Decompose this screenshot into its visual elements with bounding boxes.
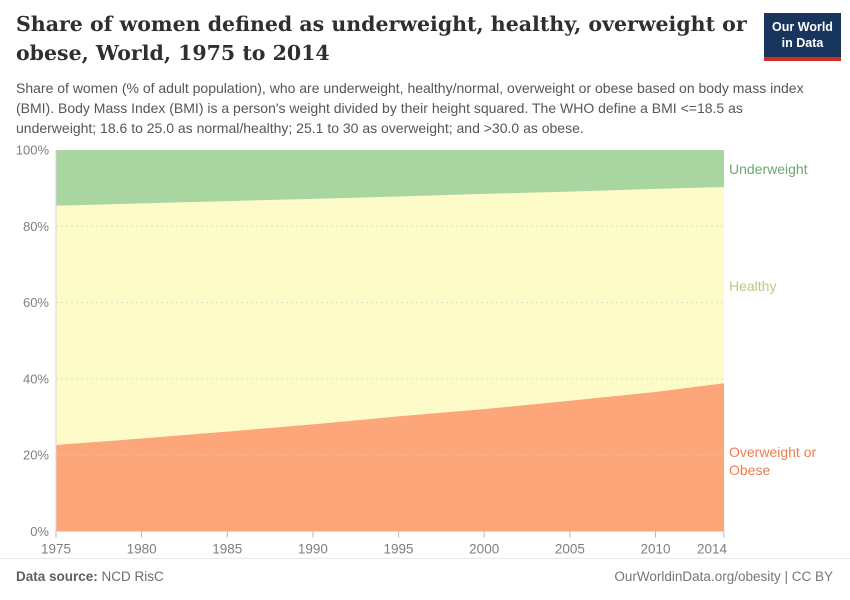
x-axis-label-1975: 1975 [41,542,71,557]
chart-header: Share of women defined as underweight, h… [16,10,834,139]
data-source-value: NCD RisC [97,569,164,584]
chart-subtitle: Share of women (% of adult population), … [16,79,804,137]
owid-logo-line2: in Data [781,35,824,50]
owid-logo[interactable]: Our World in Data [764,13,841,62]
owid-logo-line1: Our World [772,20,833,34]
series-label-healthy: Healthy [729,278,777,294]
credit-link[interactable]: OurWorldinData.org/obesity | CC BY [614,569,833,584]
page-title: Share of women defined as underweight, h… [16,12,747,66]
x-axis-label-1990: 1990 [298,542,328,557]
data-source: Data source: NCD RisC [16,569,164,584]
y-axis-label-0: 0% [30,524,49,539]
y-axis-label-40: 40% [23,371,49,386]
x-axis-label-2000: 2000 [469,542,499,557]
series-label-underweight: Underweight [729,161,808,177]
data-source-label: Data source: [16,569,98,584]
stacked-area-chart-canvas[interactable]: 0% 20% 40% 60% 80% 100% 1975 1980 1985 1990 1995 20… [0,140,850,560]
area-healthy [56,187,724,445]
series-label-overweight-or-obese: Overweight or Obese [729,444,817,479]
area-underweight [56,150,724,206]
y-axis-label-100: 100% [16,143,50,158]
x-axis-label-2014: 2014 [697,542,728,557]
y-axis-label-80: 80% [23,219,49,234]
chart-footer: Data source: NCD RisC OurWorldinData.org… [0,558,850,600]
chart-area: 0% 20% 40% 60% 80% 100% 1975 1980 1985 1990 1995 20… [0,140,850,560]
area-overweight-or-obese [56,383,724,532]
x-axis-label-1985: 1985 [212,542,242,557]
x-axis-label-1980: 1980 [127,542,157,557]
x-axis-label-2010: 2010 [640,542,670,557]
x-axis-label-1995: 1995 [384,542,414,557]
y-axis-label-20: 20% [23,448,49,463]
x-axis-label-2005: 2005 [555,542,585,557]
y-axis-label-60: 60% [23,295,49,310]
